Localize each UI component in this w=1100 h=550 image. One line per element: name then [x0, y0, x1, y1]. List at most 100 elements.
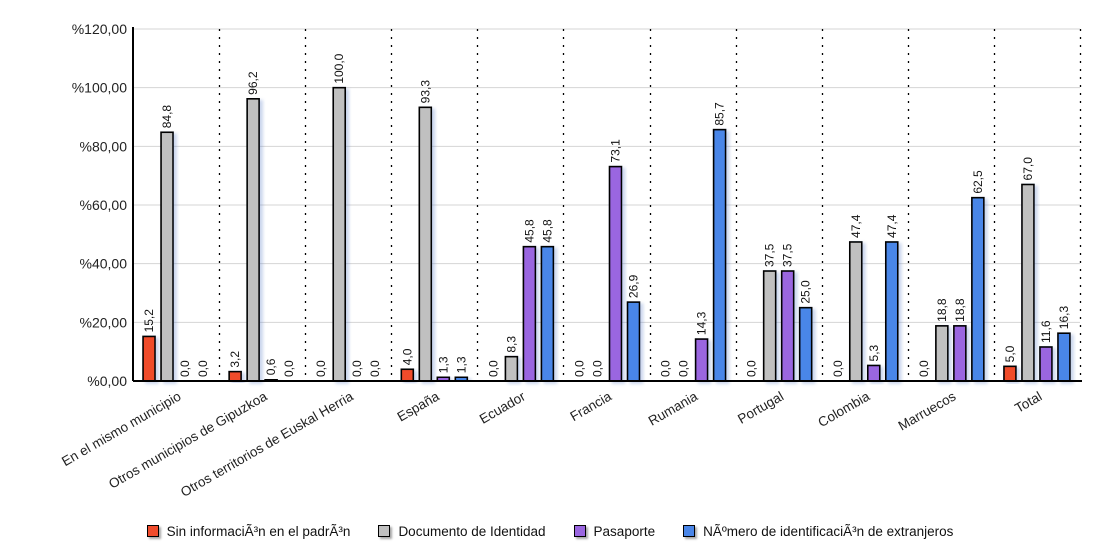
data-label: 47,4	[885, 214, 899, 238]
data-label: 16,3	[1057, 306, 1071, 330]
legend-swatch	[146, 525, 159, 537]
y-tick-label: %100,00	[72, 80, 127, 96]
x-tick-label: Francia	[568, 388, 615, 424]
y-tick-label: %0,00	[87, 373, 127, 389]
data-label: 1,3	[436, 356, 450, 373]
bar	[712, 128, 727, 382]
legend-item: Documento de Identidad	[378, 522, 546, 540]
data-label: 8,3	[504, 336, 518, 353]
data-label: 0,0	[350, 360, 364, 377]
bar	[626, 301, 641, 382]
bar	[608, 165, 623, 382]
x-tick-label: Otros municipios de Gipuzkoa	[106, 388, 270, 491]
bar	[1057, 332, 1071, 382]
data-label: 45,8	[540, 219, 554, 243]
bar	[332, 86, 347, 382]
y-tick-label: %20,00	[80, 314, 128, 330]
data-label: 18,8	[953, 298, 967, 322]
data-label: 37,5	[781, 243, 795, 267]
data-label: 0,0	[831, 360, 845, 377]
x-tick-label: España	[395, 388, 443, 424]
data-label: 0,0	[917, 360, 931, 377]
data-label: 0,0	[368, 360, 382, 377]
bar	[694, 338, 709, 382]
data-label: 0,0	[591, 360, 605, 377]
data-label: 0,0	[196, 360, 210, 377]
bar	[935, 325, 949, 382]
data-label: 37,5	[763, 243, 777, 267]
data-label: 5,3	[867, 344, 881, 361]
data-label: 0,0	[178, 360, 192, 377]
data-label: 15,2	[142, 309, 156, 333]
x-tick-label: Ecuador	[477, 388, 528, 426]
legend-item: NÃºmero de identificaciÃ³n de extranjero…	[683, 522, 953, 540]
data-label: 84,8	[160, 105, 174, 129]
data-label: 0,0	[659, 360, 673, 377]
bar	[1003, 365, 1017, 382]
bar	[798, 306, 813, 382]
data-label: 5,0	[1003, 345, 1017, 362]
data-label: 85,7	[713, 102, 727, 126]
bar	[1021, 183, 1035, 382]
x-tick-label: Portugal	[735, 389, 786, 427]
y-tick-label: %120,00	[72, 21, 127, 37]
legend-swatch	[683, 525, 696, 537]
data-label: 73,1	[609, 139, 623, 163]
x-tick-label: Rumania	[646, 388, 701, 428]
x-tick-label: Otros territorios de Euskal Herria	[178, 388, 356, 500]
data-label: 11,6	[1039, 320, 1053, 343]
bar	[142, 335, 156, 382]
y-tick-label: %40,00	[80, 256, 128, 272]
data-label: 0,0	[745, 360, 759, 377]
y-tick-label: %80,00	[80, 138, 128, 154]
legend-swatch	[573, 525, 586, 537]
bar	[522, 245, 537, 382]
legend-label: Sin informaciÃ³n en el padrÃ³n	[166, 523, 351, 539]
data-label: 0,0	[314, 360, 328, 377]
bar	[848, 241, 863, 382]
bar	[971, 196, 985, 382]
bar	[228, 370, 242, 382]
data-label: 100,0	[332, 53, 346, 83]
data-label: 0,0	[573, 360, 587, 377]
bar	[866, 364, 881, 382]
bar	[246, 98, 260, 382]
data-label: 67,0	[1021, 157, 1035, 181]
data-label: 0,0	[486, 360, 500, 377]
x-tick-label: Total	[1012, 389, 1044, 416]
bar	[400, 368, 415, 382]
data-label: 45,8	[522, 219, 536, 243]
legend-label: NÃºmero de identificaciÃ³n de extranjero…	[703, 523, 954, 539]
bar	[953, 325, 967, 382]
x-tick-label: Colombia	[815, 388, 872, 430]
legend-swatch	[378, 525, 391, 537]
data-label: 18,8	[935, 298, 949, 322]
data-label: 1,3	[454, 356, 468, 373]
bar	[884, 241, 899, 382]
data-label: 3,2	[228, 351, 242, 368]
data-label: 62,5	[971, 170, 985, 194]
data-label: 14,3	[695, 311, 709, 335]
bar	[504, 355, 519, 382]
bar	[780, 270, 795, 382]
data-label: 47,4	[849, 214, 863, 238]
data-label: 93,3	[418, 80, 432, 104]
bar	[540, 245, 555, 382]
y-tick-label: %60,00	[80, 197, 128, 213]
legend: Sin informaciÃ³n en el padrÃ³n Documento …	[0, 522, 1100, 540]
legend-label: Documento de Identidad	[398, 523, 546, 539]
x-tick-label: Marruecos	[896, 388, 959, 433]
data-label: 26,9	[627, 274, 641, 298]
data-label: 25,0	[799, 280, 813, 304]
bar	[762, 270, 777, 382]
legend-label: Pasaporte	[593, 523, 656, 539]
bar	[418, 106, 433, 382]
data-label: 0,0	[677, 360, 691, 377]
data-label: 0,6	[264, 358, 278, 375]
bar	[160, 131, 174, 382]
data-label: 4,0	[400, 348, 414, 365]
data-label: 96,2	[246, 71, 260, 95]
legend-item: Sin informaciÃ³n en el padrÃ³n	[146, 522, 351, 540]
data-label: 0,0	[282, 360, 296, 377]
